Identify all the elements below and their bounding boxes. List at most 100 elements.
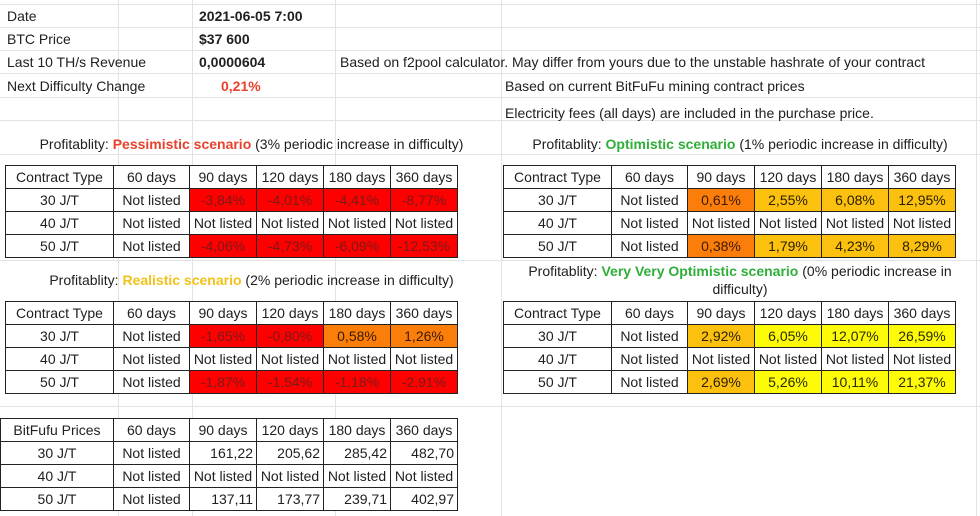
- table-cell[interactable]: -4,41%: [323, 188, 391, 212]
- table-cell[interactable]: 0,38%: [687, 234, 755, 258]
- table-cell[interactable]: Not listed: [611, 211, 688, 235]
- column-header[interactable]: 180 days: [323, 418, 391, 442]
- table-cell[interactable]: Not listed: [821, 347, 889, 371]
- table-cell[interactable]: Not listed: [888, 347, 956, 371]
- row-label-cell[interactable]: 40 J/T: [0, 464, 114, 488]
- column-header[interactable]: 360 days: [390, 301, 458, 325]
- column-header[interactable]: 120 days: [754, 301, 822, 325]
- table-cell[interactable]: Not listed: [687, 347, 755, 371]
- table-cell[interactable]: -4,01%: [256, 188, 324, 212]
- table-cell[interactable]: Not listed: [113, 324, 190, 348]
- row-label-cell[interactable]: 50 J/T: [5, 370, 114, 394]
- table-cell[interactable]: Not listed: [687, 211, 755, 235]
- date-value[interactable]: 2021-06-05 7:00: [199, 8, 303, 24]
- column-header[interactable]: 90 days: [687, 165, 755, 189]
- row-label-cell[interactable]: 50 J/T: [5, 234, 114, 258]
- btc-price-value[interactable]: $37 600: [199, 31, 250, 47]
- column-header[interactable]: Contract Type: [5, 165, 114, 189]
- table-cell[interactable]: Not listed: [113, 347, 190, 371]
- column-header[interactable]: Contract Type: [503, 301, 612, 325]
- table-cell[interactable]: Not listed: [323, 211, 391, 235]
- table-cell[interactable]: Not listed: [888, 211, 956, 235]
- table-cell[interactable]: 10,11%: [821, 370, 889, 394]
- column-header[interactable]: 90 days: [189, 301, 257, 325]
- table-cell[interactable]: 1,79%: [754, 234, 822, 258]
- table-cell[interactable]: Not listed: [390, 464, 458, 488]
- row-label-cell[interactable]: 50 J/T: [503, 234, 612, 258]
- column-header[interactable]: 60 days: [113, 301, 190, 325]
- table-cell[interactable]: Not listed: [323, 347, 391, 371]
- table-cell[interactable]: 173,77: [256, 487, 324, 511]
- table-cell[interactable]: Not listed: [390, 211, 458, 235]
- table-cell[interactable]: 2,69%: [687, 370, 755, 394]
- table-cell[interactable]: -1,87%: [189, 370, 257, 394]
- table-cell[interactable]: Not listed: [256, 211, 324, 235]
- table-cell[interactable]: Not listed: [754, 347, 822, 371]
- table-cell[interactable]: 6,05%: [754, 324, 822, 348]
- row-label-cell[interactable]: 40 J/T: [503, 211, 612, 235]
- table-cell[interactable]: Not listed: [390, 347, 458, 371]
- table-cell[interactable]: -1,65%: [189, 324, 257, 348]
- column-header[interactable]: 60 days: [611, 165, 688, 189]
- table-cell[interactable]: Not listed: [113, 370, 190, 394]
- table-cell[interactable]: 161,22: [189, 441, 257, 465]
- table-cell[interactable]: Not listed: [323, 464, 391, 488]
- table-cell[interactable]: 0,61%: [687, 188, 755, 212]
- table-cell[interactable]: 0,58%: [323, 324, 391, 348]
- row-label-cell[interactable]: 40 J/T: [5, 211, 114, 235]
- difficulty-value[interactable]: 0,21%: [221, 78, 261, 94]
- table-cell[interactable]: Not listed: [821, 211, 889, 235]
- table-cell[interactable]: Not listed: [113, 211, 190, 235]
- column-header[interactable]: 180 days: [821, 165, 889, 189]
- table-cell[interactable]: 4,23%: [821, 234, 889, 258]
- table-cell[interactable]: Not listed: [113, 487, 190, 511]
- column-header[interactable]: 360 days: [888, 301, 956, 325]
- table-cell[interactable]: 482,70: [390, 441, 458, 465]
- table-cell[interactable]: Not listed: [113, 464, 190, 488]
- table-cell[interactable]: -4,73%: [256, 234, 324, 258]
- table-cell[interactable]: Not listed: [611, 324, 688, 348]
- revenue-value[interactable]: 0,0000604: [199, 54, 266, 70]
- row-label-cell[interactable]: 30 J/T: [5, 188, 114, 212]
- column-header[interactable]: 120 days: [256, 418, 324, 442]
- row-label-cell[interactable]: 30 J/T: [0, 441, 114, 465]
- column-header[interactable]: BitFufu Prices: [0, 418, 114, 442]
- table-cell[interactable]: Not listed: [611, 188, 688, 212]
- table-cell[interactable]: -12,53%: [390, 234, 458, 258]
- column-header[interactable]: 360 days: [390, 165, 458, 189]
- table-cell[interactable]: Not listed: [611, 370, 688, 394]
- table-cell[interactable]: Not listed: [189, 464, 257, 488]
- column-header[interactable]: Contract Type: [5, 301, 114, 325]
- table-cell[interactable]: Not listed: [189, 211, 257, 235]
- row-label-cell[interactable]: 30 J/T: [503, 324, 612, 348]
- column-header[interactable]: 60 days: [611, 301, 688, 325]
- table-cell[interactable]: Not listed: [611, 234, 688, 258]
- column-header[interactable]: 90 days: [687, 301, 755, 325]
- column-header[interactable]: 60 days: [113, 165, 190, 189]
- table-cell[interactable]: Not listed: [754, 211, 822, 235]
- column-header[interactable]: 120 days: [256, 165, 324, 189]
- table-cell[interactable]: -0,80%: [256, 324, 324, 348]
- table-cell[interactable]: 2,92%: [687, 324, 755, 348]
- row-label-cell[interactable]: 30 J/T: [503, 188, 612, 212]
- table-cell[interactable]: 1,26%: [390, 324, 458, 348]
- table-cell[interactable]: Not listed: [611, 347, 688, 371]
- table-cell[interactable]: -1,54%: [256, 370, 324, 394]
- table-cell[interactable]: 239,71: [323, 487, 391, 511]
- table-cell[interactable]: 5,26%: [754, 370, 822, 394]
- table-cell[interactable]: 21,37%: [888, 370, 956, 394]
- table-cell[interactable]: 12,07%: [821, 324, 889, 348]
- table-cell[interactable]: 6,08%: [821, 188, 889, 212]
- column-header[interactable]: Contract Type: [503, 165, 612, 189]
- table-cell[interactable]: Not listed: [113, 441, 190, 465]
- table-cell[interactable]: -2,91%: [390, 370, 458, 394]
- table-cell[interactable]: Not listed: [256, 347, 324, 371]
- row-label-cell[interactable]: 50 J/T: [503, 370, 612, 394]
- table-cell[interactable]: Not listed: [189, 347, 257, 371]
- table-cell[interactable]: Not listed: [113, 234, 190, 258]
- table-cell[interactable]: -8,77%: [390, 188, 458, 212]
- table-cell[interactable]: -6,09%: [323, 234, 391, 258]
- column-header[interactable]: 120 days: [256, 301, 324, 325]
- column-header[interactable]: 180 days: [821, 301, 889, 325]
- column-header[interactable]: 360 days: [888, 165, 956, 189]
